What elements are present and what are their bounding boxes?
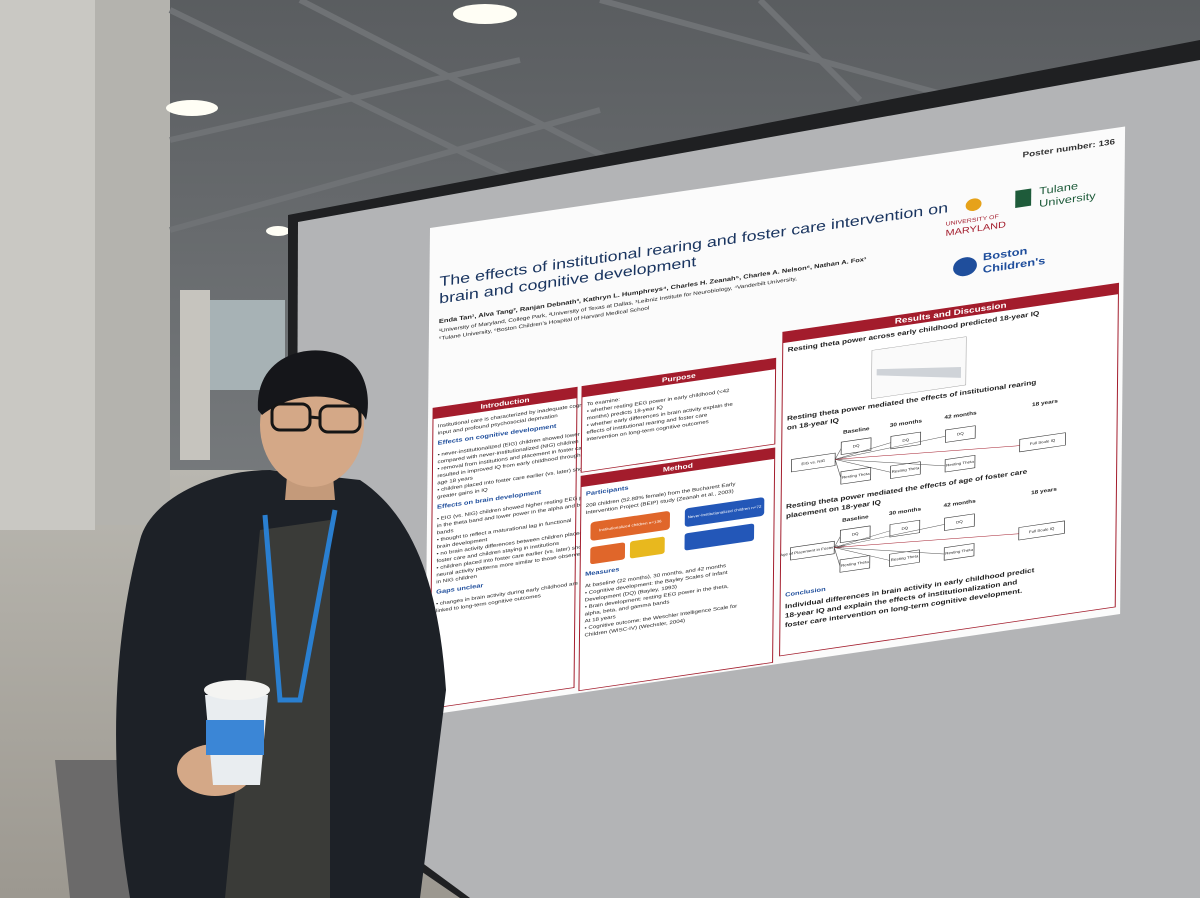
body-text: bands	[437, 528, 454, 536]
light	[266, 226, 290, 236]
body-text: in NIG children	[436, 574, 477, 585]
diagram-arrow	[833, 547, 841, 567]
diagram-arrow	[834, 524, 945, 548]
diagram-node	[890, 461, 921, 479]
cup-lid	[204, 680, 270, 700]
diagram-node-label: DQ	[901, 526, 908, 531]
scatter-plot	[871, 336, 967, 399]
diagram-node-label: Resting Theta	[946, 459, 975, 467]
light	[166, 100, 218, 116]
body-text: age 18 years	[437, 476, 473, 486]
diagram-header: 30 months	[890, 419, 922, 429]
cup-sleeve	[206, 720, 264, 755]
logo-mark	[953, 257, 977, 277]
diagram-arrow	[833, 536, 841, 548]
diagram-node-label: Full Scale IQ	[1029, 526, 1055, 534]
group-box	[684, 523, 755, 551]
pillar	[0, 0, 95, 530]
group-box	[684, 497, 765, 527]
shirt	[225, 520, 330, 898]
subheading: Conclusion	[785, 586, 826, 598]
logo-mark	[965, 198, 982, 212]
diagram-arrow	[834, 448, 842, 460]
diagram-arrow	[834, 547, 945, 555]
diagram-node	[839, 525, 871, 544]
section-header	[581, 358, 776, 398]
group-box	[590, 542, 626, 565]
diagram-header: Baseline	[842, 515, 869, 524]
diagram-node-label: Full Scale IQ	[1030, 438, 1056, 446]
glasses	[270, 402, 362, 434]
hair	[257, 350, 368, 420]
diagram-header: Baseline	[843, 426, 870, 435]
diagram-node-label: Resting Theta	[945, 547, 974, 555]
section-header	[432, 387, 578, 420]
diagram-arrow	[835, 459, 891, 473]
diagram-node-label: DQ	[957, 431, 964, 436]
body-text: To examine:	[587, 397, 621, 407]
diagram-arrow	[835, 442, 891, 460]
logo-mark	[1015, 188, 1032, 208]
diagram-node-label: Resting Theta	[842, 471, 871, 479]
diagram-node-label: DQ	[852, 531, 859, 536]
diagram-arrow	[834, 533, 1019, 548]
pillar	[180, 290, 210, 460]
diagram-node-label: Resting Theta	[841, 559, 870, 567]
section-header	[581, 447, 775, 488]
group-box	[590, 511, 670, 541]
diagram-node	[839, 555, 871, 573]
body-text: At 18 years	[585, 615, 616, 625]
diagram-arrow	[834, 530, 890, 548]
regression-band	[876, 366, 962, 378]
person	[55, 350, 447, 898]
diagram-arrow	[835, 445, 1020, 460]
diagram-header: 30 months	[889, 507, 921, 517]
diagram-header: 18 years	[1031, 487, 1057, 496]
light	[453, 4, 517, 24]
lanyard	[262, 509, 338, 703]
diagram-arrow	[834, 459, 842, 479]
pillar	[95, 0, 170, 525]
diagram-node	[790, 540, 835, 561]
diagram-arrow	[835, 459, 946, 467]
diagram-node-label: DQ	[902, 437, 909, 442]
diagram-header: 42 months	[944, 411, 976, 421]
diagram-node	[840, 467, 872, 485]
group-box	[629, 536, 665, 559]
diagram-arrow	[835, 436, 946, 460]
diagram-node-label: Resting Theta	[891, 554, 920, 562]
diagram-node-label: Resting Theta	[892, 465, 921, 473]
diagram-node-label: EIG vs. NIG	[801, 458, 825, 466]
diagram-arrow	[834, 547, 890, 561]
subheading: Measures	[585, 567, 620, 578]
diagram-node	[889, 519, 921, 538]
diagram-node-label: DQ	[853, 443, 860, 448]
diagram-node-label: DQ	[956, 519, 963, 524]
diagram-header: 42 months	[943, 499, 975, 509]
diagram-header: 18 years	[1032, 399, 1058, 408]
section-header	[782, 283, 1119, 344]
